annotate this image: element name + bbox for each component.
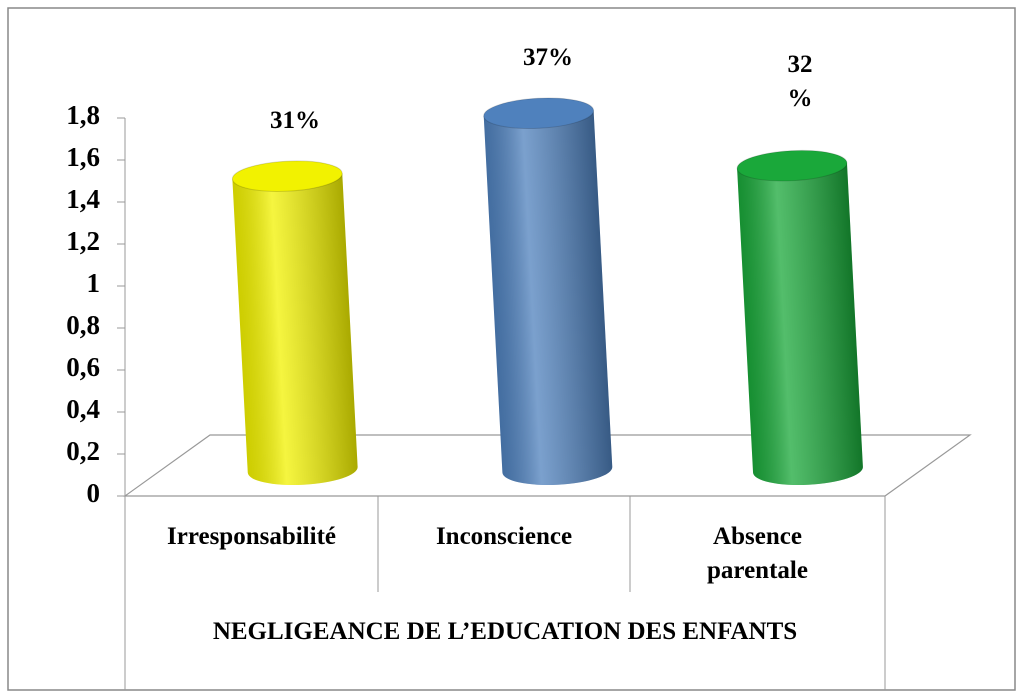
bar [736,149,863,486]
frame [7,7,1016,691]
bar-body [483,110,613,485]
bar [483,97,613,485]
y-tick-label: 1,4 [66,184,100,214]
bar-top [736,149,848,182]
annotation: 32 % [787,50,813,112]
x-tick-label: Irresponsabilité [167,523,336,550]
y-tick-label: 0 [87,478,101,508]
y-tick-label: 0,2 [66,436,100,466]
annotation: 31% [270,107,320,134]
bar-top [483,97,595,129]
x-tick-label: Absence parentale [707,523,808,584]
annotation: 37% [523,44,573,71]
y-tick-label: 1,8 [66,100,100,130]
floor [123,434,972,497]
y-tick-label: 1,6 [66,142,100,172]
y-tick-label: 1,2 [66,226,100,256]
x-axis-title: NEGLIGEANCE DE L’EDUCATION DES ENFANTS [212,618,798,645]
x-tick-label: Inconscience [435,523,573,550]
y-tick-label: 0,4 [66,394,100,424]
y-tick-label: 1 [87,268,101,298]
y-tick-label: 0,6 [66,352,100,382]
bar-body [232,173,358,486]
y-tick-label: 0,8 [66,310,100,340]
bar [231,160,358,486]
bar-top [231,160,343,192]
bar-body [737,162,863,486]
